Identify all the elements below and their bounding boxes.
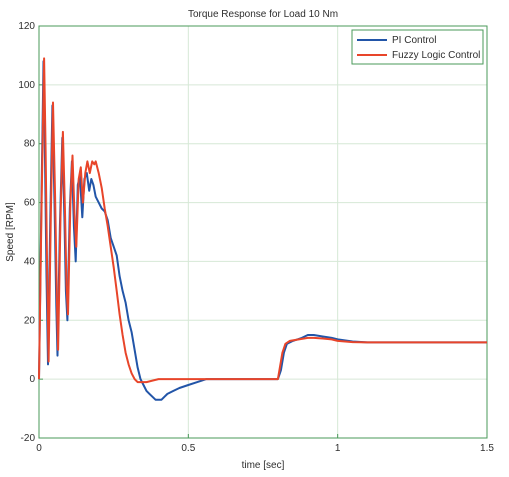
x-tick-label: 1 (335, 443, 341, 454)
y-tick-label: 0 (29, 374, 35, 385)
y-tick-label: 20 (24, 315, 36, 326)
y-tick-label: 80 (24, 139, 36, 150)
legend-box (351, 29, 484, 65)
x-tick-label: 1.5 (480, 443, 494, 454)
y-tick-label: 60 (24, 198, 36, 209)
plot-background (39, 26, 487, 438)
plot-frame (38, 25, 488, 439)
legend: PI Control Fuzzy Logic Control (351, 29, 484, 65)
x-axis-label: time [sec] (242, 460, 285, 471)
y-tick-label: -20 (21, 433, 36, 444)
x-tick-label: 0 (36, 443, 42, 454)
legend-label-fuzzy-logic-control: Fuzzy Logic Control (392, 50, 480, 61)
y-tick-label: 120 (18, 21, 35, 32)
series-group (38, 57, 487, 401)
series-line-fuzzy-logic-control (38, 57, 487, 384)
legend-label-pi-control: PI Control (392, 35, 436, 46)
y-axis-label: Speed [RPM] (5, 202, 16, 262)
chart-title: Torque Response for Load 10 Nm (188, 9, 338, 20)
x-tick-label: 0.5 (181, 443, 195, 454)
y-tick-label: 100 (18, 80, 35, 91)
y-tick-label: 40 (24, 256, 36, 267)
